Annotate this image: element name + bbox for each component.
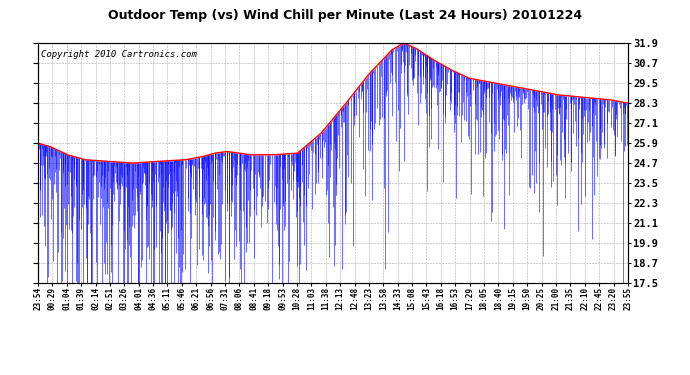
Text: Outdoor Temp (vs) Wind Chill per Minute (Last 24 Hours) 20101224: Outdoor Temp (vs) Wind Chill per Minute …: [108, 9, 582, 22]
Text: Copyright 2010 Cartronics.com: Copyright 2010 Cartronics.com: [41, 50, 197, 59]
